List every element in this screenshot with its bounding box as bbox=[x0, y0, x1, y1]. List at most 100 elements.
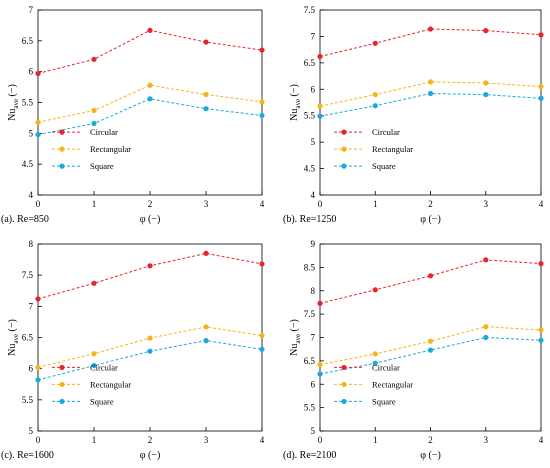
x-tick-label: 2 bbox=[148, 199, 153, 209]
x-tick-label: 1 bbox=[92, 435, 97, 445]
data-point-circular bbox=[372, 287, 378, 293]
y-tick-label: 6 bbox=[29, 67, 34, 77]
y-tick-label: 8 bbox=[311, 286, 316, 296]
data-point-square bbox=[483, 334, 489, 341]
y-tick-label: 8.5 bbox=[304, 262, 316, 272]
data-point-square bbox=[259, 346, 265, 352]
y-axis-label: Nuave (−) bbox=[289, 319, 302, 356]
data-point-circular bbox=[483, 28, 489, 34]
plot-frame bbox=[319, 243, 542, 432]
data-point-rectangular bbox=[259, 99, 265, 105]
x-tick-label: 0 bbox=[36, 199, 41, 209]
data-point-circular bbox=[91, 56, 97, 62]
data-point-square bbox=[427, 90, 434, 97]
x-tick-label: 3 bbox=[484, 435, 489, 445]
legend-marker bbox=[341, 381, 347, 388]
data-point-circular bbox=[427, 273, 434, 279]
data-point-rectangular bbox=[259, 333, 265, 339]
x-tick-label: 4 bbox=[260, 435, 265, 445]
series-line-circular bbox=[37, 29, 263, 74]
data-point-square bbox=[203, 338, 209, 344]
data-point-circular bbox=[203, 250, 209, 256]
legend-marker bbox=[59, 129, 65, 135]
data-point-rectangular bbox=[35, 119, 41, 125]
legend-marker bbox=[59, 398, 65, 405]
x-tick-label: 0 bbox=[318, 435, 323, 445]
series-line-square bbox=[319, 92, 542, 117]
panel-label: (c). Re=1600 bbox=[1, 450, 54, 461]
legend-marker bbox=[341, 163, 347, 169]
legend-label: Square bbox=[90, 396, 114, 406]
series-line-square bbox=[37, 98, 263, 136]
legend-label: Rectangular bbox=[372, 379, 413, 389]
data-point-circular bbox=[538, 261, 544, 267]
data-point-circular bbox=[427, 26, 434, 32]
y-tick-label: 6.5 bbox=[22, 333, 34, 343]
x-tick-label: 1 bbox=[373, 199, 378, 209]
legend-label: Circular bbox=[90, 362, 118, 372]
y-tick-label: 4.5 bbox=[22, 159, 34, 169]
y-tick-label: 9 bbox=[311, 239, 316, 249]
data-point-circular bbox=[35, 70, 41, 77]
y-tick-label: 5.5 bbox=[22, 98, 34, 108]
y-tick-label: 5 bbox=[311, 137, 316, 147]
legend-marker bbox=[341, 129, 347, 135]
x-tick-label: 1 bbox=[92, 199, 97, 209]
y-tick-label: 6 bbox=[311, 379, 316, 389]
x-tick-label: 0 bbox=[318, 199, 323, 209]
data-point-rectangular bbox=[317, 362, 323, 368]
data-point-circular bbox=[372, 40, 378, 46]
x-axis-label: φ (−) bbox=[140, 450, 161, 461]
data-point-rectangular bbox=[483, 324, 489, 330]
data-point-square bbox=[538, 337, 544, 343]
plot-frame bbox=[37, 9, 263, 196]
panel-label: (b). Re=1250 bbox=[283, 214, 336, 225]
series-line-rectangular bbox=[37, 84, 263, 123]
data-point-circular bbox=[35, 296, 41, 302]
y-tick-label: 8 bbox=[29, 239, 34, 249]
x-tick-label: 1 bbox=[373, 435, 378, 445]
data-point-rectangular bbox=[372, 351, 378, 357]
y-tick-label: 4.5 bbox=[304, 164, 316, 174]
y-tick-label: 7 bbox=[311, 333, 316, 343]
legend-marker bbox=[341, 146, 347, 152]
series-line-circular bbox=[319, 28, 542, 57]
y-tick-label: 6 bbox=[29, 364, 34, 374]
data-point-circular bbox=[538, 32, 544, 38]
data-point-square bbox=[538, 95, 544, 101]
series-line-square bbox=[319, 336, 542, 375]
x-tick-label: 3 bbox=[484, 199, 489, 209]
y-tick-label: 5 bbox=[29, 426, 34, 436]
x-tick-label: 3 bbox=[204, 435, 209, 445]
y-tick-label: 4 bbox=[29, 190, 34, 200]
data-point-square bbox=[147, 348, 153, 354]
data-point-circular bbox=[91, 280, 97, 286]
y-tick-label: 5.5 bbox=[304, 403, 316, 413]
data-point-square bbox=[372, 103, 378, 109]
y-tick-label: 6.5 bbox=[304, 356, 316, 366]
data-point-square bbox=[91, 362, 97, 369]
y-tick-label: 7.5 bbox=[304, 309, 316, 319]
y-tick-label: 6 bbox=[311, 84, 316, 94]
data-point-circular bbox=[483, 257, 489, 263]
data-point-rectangular bbox=[427, 338, 434, 344]
x-tick-label: 2 bbox=[148, 435, 153, 445]
legend-label: Square bbox=[372, 161, 396, 171]
y-axis-label: Nuave (−) bbox=[289, 84, 302, 121]
series-line-rectangular bbox=[319, 326, 542, 366]
y-tick-label: 5.5 bbox=[22, 395, 34, 405]
data-point-circular bbox=[203, 39, 209, 45]
y-axis-label: Nuave (−) bbox=[7, 84, 20, 121]
y-tick-label: 5 bbox=[29, 128, 34, 138]
data-point-square bbox=[372, 360, 378, 366]
data-point-rectangular bbox=[427, 79, 434, 85]
data-point-rectangular bbox=[203, 324, 209, 330]
x-tick-label: 4 bbox=[539, 435, 544, 445]
data-point-square bbox=[317, 113, 323, 119]
legend-marker bbox=[59, 381, 65, 388]
data-point-rectangular bbox=[483, 80, 489, 86]
x-tick-label: 2 bbox=[428, 435, 433, 445]
chart-panel-3: 5 5.5 6 6.5 7 7.5 8 0 1 2 3 4 φ (−) Nuave (−) (c). Re=… bbox=[1, 239, 265, 461]
x-tick-label: 0 bbox=[36, 435, 41, 445]
